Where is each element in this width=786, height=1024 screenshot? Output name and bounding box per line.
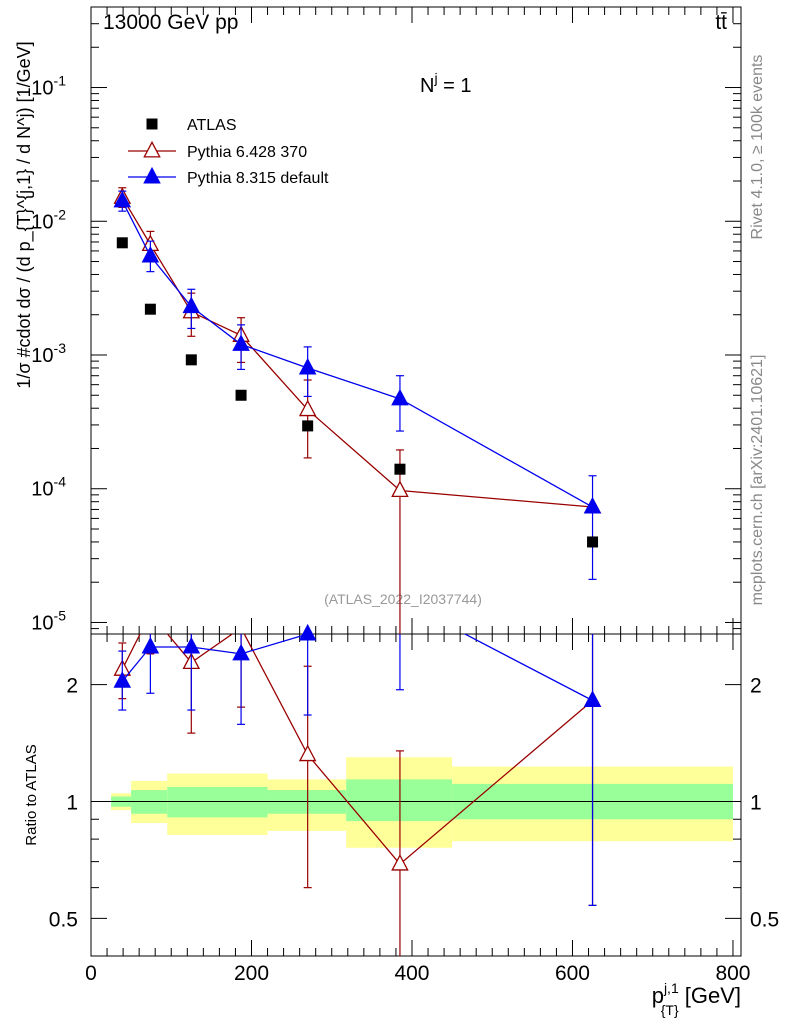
ratio-pythia8-marker — [583, 690, 602, 708]
atlas-marker — [587, 536, 599, 548]
ratio-y-tick-label-left: 0.5 — [49, 908, 78, 931]
ratio-y-tick-labels: 0.5 0.5 1 1 2 2 — [49, 675, 779, 932]
ratio-panel-frame — [90, 633, 742, 957]
legend-entry-label: ATLAS — [187, 117, 237, 134]
pythia8-marker — [232, 334, 250, 351]
ratio-pythia8-marker — [298, 623, 317, 641]
x-tick-labels: 0 200 400 600 800 — [85, 962, 750, 985]
header-energy-label: 13000 GeV pp — [103, 11, 238, 34]
atlas-marker — [235, 389, 247, 401]
pythia8-marker — [113, 190, 132, 208]
x-tick-label: 0 — [85, 962, 97, 985]
legend-atlas-marker — [146, 118, 158, 130]
band-inner — [167, 786, 268, 818]
band-inner — [346, 779, 453, 822]
legend-entry-label: Pythia 8.315 default — [187, 170, 329, 187]
atlas-marker — [394, 463, 406, 475]
ratio-pythia8-marker — [182, 636, 201, 654]
atlas-marker — [116, 237, 128, 249]
x-tick-label: 600 — [555, 962, 590, 985]
x-tick-label: 200 — [234, 962, 269, 985]
analysis-watermark: (ATLAS_2022_I2037744) — [324, 591, 482, 607]
ratio-series-group — [113, 623, 602, 956]
pythia8-marker — [182, 296, 201, 314]
ratio-y-tick-label-left: 2 — [66, 675, 78, 698]
pythia6-marker — [298, 399, 317, 417]
ratio-y-axis-label: Ratio to ATLAS — [23, 744, 40, 845]
ratio-axis-ticks — [90, 634, 741, 956]
main-y-axis-label: 1/σ #cdot dσ / (d p_{T}^{j,1} / d N^j) [… — [14, 41, 35, 388]
atlas-marker — [302, 420, 314, 432]
main-series-group — [113, 187, 602, 634]
ratio-pythia6-marker — [298, 744, 317, 762]
main-y-tick-label: 10-4 — [31, 474, 66, 501]
pythia8-marker — [141, 245, 160, 263]
ratio-y-tick-label-right: 1 — [750, 791, 762, 814]
main-axis-ticks — [90, 6, 741, 634]
main-y-tick-label: 10-3 — [31, 340, 66, 367]
x-tick-label: 400 — [394, 962, 429, 985]
ratio-y-tick-label-left: 1 — [66, 791, 78, 814]
legend-pythia6-marker — [143, 140, 161, 158]
rivet-version-label: Rivet 4.1.0, ≥ 100k events — [749, 55, 766, 240]
ratio-y-tick-label-right: 0.5 — [750, 908, 779, 931]
main-y-tick-labels: 10-5 10-4 10-3 10-2 10-1 — [31, 73, 66, 635]
pythia8-marker — [298, 357, 317, 375]
ratio-uncertainty-bands — [111, 757, 733, 848]
ratio-pythia8-marker — [113, 671, 132, 688]
pythia6-line — [121, 196, 593, 508]
main-panel-frame — [90, 6, 742, 635]
atlas-marker — [185, 354, 197, 366]
main-y-tick-label: 10-5 — [31, 607, 66, 634]
header-process-label: tt̄ — [715, 11, 727, 34]
main-title: Nj = 1 — [420, 70, 472, 97]
ratio-pythia6-marker — [391, 853, 409, 871]
source-label: mcplots.cern.ch [arXiv:2401.10621] — [749, 355, 766, 606]
ratio-y-tick-label-right: 2 — [750, 675, 762, 698]
x-axis-label: pj,1 {T} [GeV] — [652, 980, 741, 1018]
pythia8-marker — [391, 388, 409, 406]
ratio-pythia8-marker — [141, 636, 160, 654]
main-y-tick-label: 10-2 — [31, 206, 66, 233]
pythia8-marker — [583, 496, 602, 514]
ratio-pythia8-marker — [232, 643, 250, 661]
pythia6-marker — [391, 480, 409, 498]
pythia8-line — [121, 200, 593, 508]
legend: ATLAS Pythia 6.428 370 Pythia 8.315 defaul… — [128, 117, 329, 187]
main-y-tick-label: 10-1 — [31, 73, 66, 100]
legend-entry-label: Pythia 6.428 370 — [187, 144, 307, 161]
x-tick-label: 800 — [715, 962, 750, 985]
legend-pythia8-marker — [143, 166, 161, 184]
atlas-marker — [144, 303, 156, 315]
